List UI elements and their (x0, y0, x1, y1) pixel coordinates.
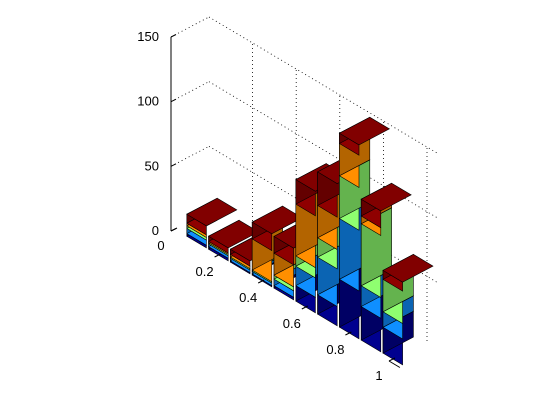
x-tick-label: 0 (157, 238, 164, 253)
bars (186, 116, 434, 366)
x-tick-mark (345, 331, 352, 336)
grid-hline (208, 16, 439, 154)
x-tick-label: 1 (375, 368, 382, 383)
z-tick-mark (170, 98, 177, 103)
bar-stack (207, 219, 260, 262)
grid-depth-line (170, 145, 210, 167)
grid-hline (208, 145, 439, 284)
x-tick-label: 0.8 (326, 342, 344, 357)
x-tick-mark (257, 279, 265, 284)
x-axis-line (388, 360, 401, 368)
x-tick-label: 0.2 (196, 264, 214, 279)
y-tick-label: 150 (137, 29, 159, 44)
bar-top (360, 182, 412, 212)
y-tick-label: 100 (137, 94, 159, 109)
z-tick-mark (170, 34, 177, 38)
bar-top (338, 116, 391, 146)
grid-depth-line (170, 16, 210, 38)
x-tick-mark (214, 253, 221, 258)
z-tick-mark (170, 163, 177, 167)
bar-top (186, 197, 238, 227)
x-tick-mark (388, 357, 396, 362)
axes: 0 50 100 150 0 0.2 0.4 0.6 0.8 1 (137, 29, 401, 383)
x-tick-label: 0.6 (283, 316, 301, 331)
grid-depth-line (170, 81, 210, 103)
grid-hline (208, 81, 439, 219)
bar-stack (186, 197, 238, 249)
x-axis-ticks: 0 0.2 0.4 0.6 0.8 1 (157, 227, 401, 383)
bar-top (382, 254, 434, 283)
x-tick-label: 0.4 (239, 290, 257, 305)
y-axis-ticks: 0 50 100 150 (137, 29, 177, 238)
x-tick-mark (301, 305, 309, 310)
x-tick-mark (170, 227, 178, 232)
y-tick-label: 0 (152, 223, 159, 238)
bar-stack (382, 253, 434, 366)
y-tick-label: 50 (145, 158, 159, 173)
